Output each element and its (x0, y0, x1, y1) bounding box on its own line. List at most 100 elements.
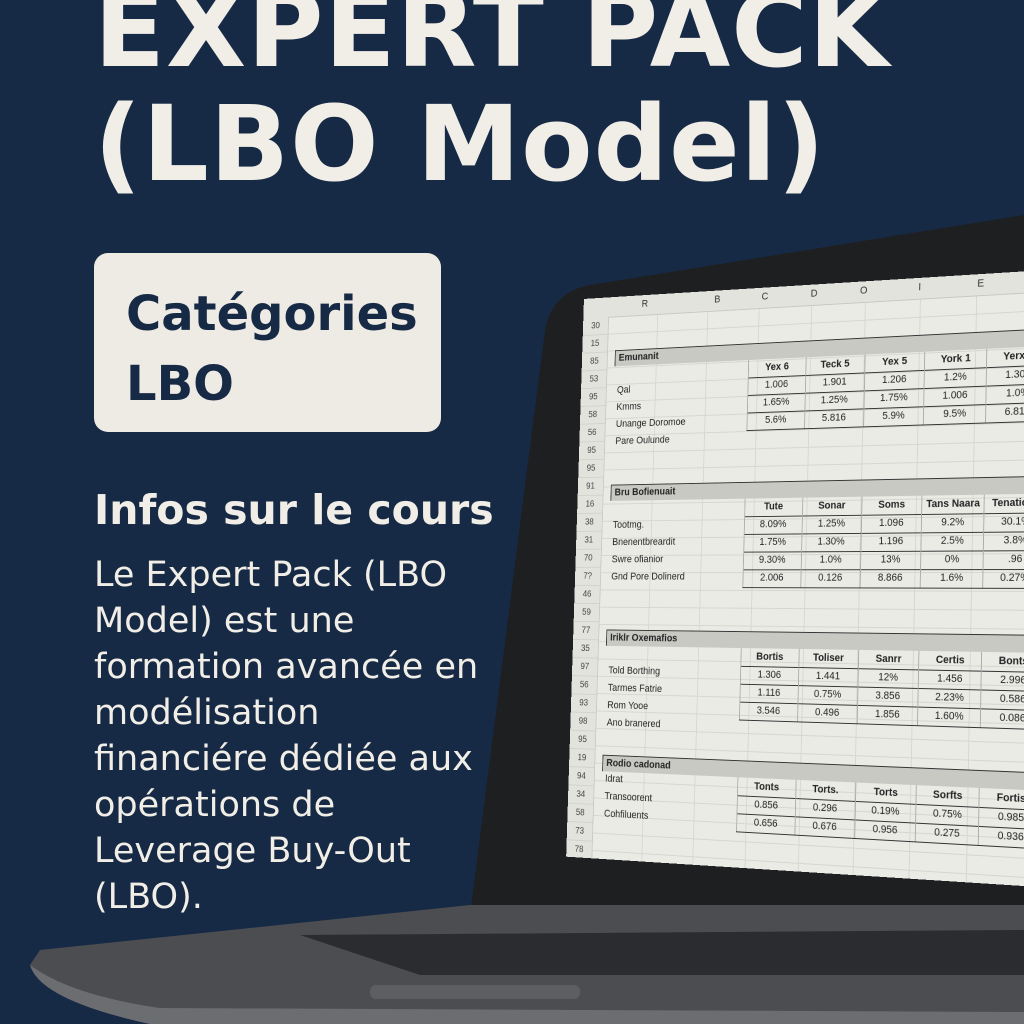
cell-value[interactable]: 9.30% (742, 551, 801, 570)
cell-value[interactable]: 1.901 (804, 372, 864, 393)
cell-value[interactable]: 1.096 (860, 514, 922, 533)
cell-value[interactable]: 1.60% (917, 706, 981, 728)
row-number[interactable]: 94 (568, 767, 595, 787)
cell-value[interactable]: 1.196 (860, 532, 922, 552)
row-number[interactable]: 95 (569, 730, 596, 750)
cell-value[interactable]: 0.956 (853, 819, 916, 842)
table-header-cell[interactable]: Soms (860, 495, 922, 515)
cell-value[interactable]: 0.75% (797, 685, 858, 705)
table-header-cell[interactable]: Tute (744, 497, 803, 517)
table-header-cell[interactable]: Bonts (980, 651, 1024, 672)
row-label[interactable]: Cohfiluents (603, 808, 649, 822)
row-number[interactable]: 19 (569, 748, 595, 769)
table-header-cell[interactable]: Toliser (798, 648, 858, 669)
row-label[interactable]: Gnd Pore Dolinerd (611, 571, 685, 583)
cell-value[interactable]: 5.9% (862, 406, 924, 427)
cell-value[interactable]: 1.006 (923, 385, 986, 407)
cell-value[interactable]: 9.5% (923, 404, 986, 425)
cell-value[interactable]: 6.816 (985, 401, 1024, 423)
column-header[interactable]: O (859, 284, 868, 297)
row-label[interactable]: Bnenentbreardit (612, 536, 676, 548)
cell-value[interactable]: 1.65% (746, 392, 805, 413)
row-number[interactable]: 56 (571, 676, 598, 695)
cell-value[interactable]: 5.6% (746, 410, 805, 431)
row-label[interactable]: Kmms (616, 401, 642, 413)
cell-value[interactable]: 1.306 (739, 665, 799, 686)
row-label[interactable]: Rom Yooe (607, 699, 649, 713)
cell-value[interactable]: 1.006 (747, 375, 806, 396)
row-number[interactable]: 58 (579, 405, 606, 425)
row-number[interactable]: 58 (567, 803, 594, 824)
cell-value[interactable]: 2.006 (742, 569, 801, 588)
row-label[interactable]: Transoorent (604, 790, 653, 805)
row-number[interactable]: 77 (573, 621, 599, 641)
row-number[interactable]: 15 (582, 334, 608, 354)
cell-value[interactable]: 30.1% (983, 512, 1024, 532)
cell-value[interactable]: 1.75% (863, 388, 924, 409)
table-header-cell[interactable]: Yerx 5 (986, 345, 1024, 368)
cell-value[interactable]: 1.25% (804, 390, 864, 411)
row-number[interactable]: 35 (572, 639, 599, 659)
row-number[interactable]: 16 (577, 495, 603, 514)
row-label[interactable]: Qal (616, 384, 631, 396)
cell-value[interactable]: 1.0% (985, 383, 1024, 405)
column-header[interactable]: D (810, 288, 818, 300)
cell-value[interactable]: .96 (982, 550, 1024, 570)
row-number[interactable]: 85 (581, 352, 608, 372)
cell-value[interactable]: 0% (920, 550, 984, 570)
cell-value[interactable]: 1.441 (797, 667, 858, 687)
table-header-cell[interactable]: Bortis (740, 648, 799, 668)
cell-value[interactable]: 0.496 (796, 703, 857, 724)
cell-value[interactable]: 1.456 (918, 669, 981, 690)
column-header[interactable]: C (761, 291, 769, 303)
row-number[interactable]: 97 (571, 657, 598, 677)
cell-value[interactable]: 0.126 (800, 569, 860, 588)
row-number[interactable]: 46 (574, 585, 600, 604)
cell-value[interactable]: 5.816 (803, 408, 864, 429)
cell-value[interactable]: 8.866 (859, 569, 921, 588)
row-number[interactable]: 93 (570, 694, 597, 714)
column-header[interactable]: E (977, 277, 985, 290)
row-label[interactable]: Told Borthing (608, 665, 661, 678)
row-number[interactable]: 95 (578, 459, 604, 479)
row-number[interactable]: 73 (566, 821, 593, 842)
cell-value[interactable]: 1.206 (863, 369, 925, 391)
row-number[interactable]: 98 (570, 712, 596, 732)
row-number[interactable]: 30 (582, 316, 609, 337)
column-header[interactable]: R (641, 298, 649, 310)
row-number[interactable]: 56 (579, 423, 605, 443)
cell-value[interactable]: 12% (857, 668, 919, 688)
cell-value[interactable]: 0.27% (982, 569, 1024, 588)
cell-value[interactable]: 2.5% (920, 531, 984, 551)
row-label[interactable]: Unange Doromoe (615, 416, 686, 430)
cell-value[interactable]: 3.546 (738, 701, 798, 722)
cell-value[interactable]: 1.306 (985, 364, 1024, 386)
table-header-cell[interactable]: Sanrr (857, 649, 919, 670)
table-header-cell[interactable]: Tans Naara (921, 494, 984, 515)
table-header-cell[interactable]: Certis (918, 650, 982, 671)
column-header[interactable]: B (714, 294, 721, 306)
row-number[interactable]: 95 (580, 388, 607, 407)
cell-value[interactable]: 0.936 (977, 825, 1024, 849)
cell-value[interactable]: 2.23% (917, 687, 981, 709)
row-number[interactable]: 34 (567, 785, 594, 805)
cell-value[interactable]: 1.2% (923, 367, 987, 389)
cell-value[interactable]: 0.275 (915, 822, 979, 845)
cell-value[interactable]: 1.856 (856, 704, 918, 726)
row-number[interactable]: 31 (575, 531, 602, 550)
cell-value[interactable]: 8.09% (743, 515, 802, 534)
row-number[interactable]: 38 (576, 513, 603, 532)
cell-value[interactable]: 0.676 (794, 816, 855, 838)
cell-value[interactable]: 1.25% (801, 514, 861, 534)
row-number[interactable]: 7? (574, 567, 601, 586)
row-label[interactable]: Pare Oulunde (615, 434, 670, 447)
cell-value[interactable]: 0.586 (980, 689, 1024, 711)
row-label[interactable]: Tarmes Fatrie (607, 682, 663, 695)
cell-value[interactable]: 1.30% (800, 532, 861, 552)
cell-value[interactable]: 1.6% (920, 569, 983, 588)
table-header-cell[interactable]: Sonar (801, 496, 862, 516)
category-badge[interactable]: Catégories LBO (94, 253, 441, 432)
cell-value[interactable]: 1.75% (743, 533, 802, 552)
row-number[interactable]: 59 (573, 603, 600, 623)
row-label[interactable]: Swre ofianior (611, 553, 664, 566)
